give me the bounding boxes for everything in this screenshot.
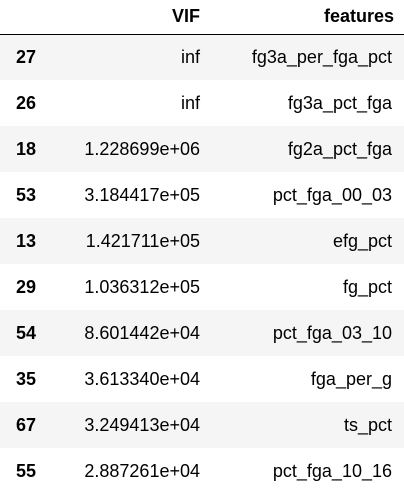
table-row: 27 inf fg3a_per_fga_pct xyxy=(0,34,404,80)
row-index: 18 xyxy=(16,138,37,159)
table-row: 13 1.421711e+05 efg_pct xyxy=(0,218,404,264)
table-row: 67 3.249413e+04 ts_pct xyxy=(0,402,404,448)
table-row: 18 1.228699e+06 fg2a_pct_fga xyxy=(0,126,404,172)
row-index: 27 xyxy=(16,46,37,67)
table-row: 29 1.036312e+05 fg_pct xyxy=(0,264,404,310)
header-row: VIF features xyxy=(0,0,404,35)
table-row: 54 8.601442e+04 pct_fga_03_10 xyxy=(0,310,404,356)
feature-name: pct_fga_00_03 xyxy=(272,184,392,205)
vif-value: 1.036312e+05 xyxy=(84,276,200,297)
vif-value: 1.228699e+06 xyxy=(84,138,200,159)
vif-value: 8.601442e+04 xyxy=(84,322,200,343)
row-index: 53 xyxy=(16,184,37,205)
vif-value: 1.421711e+05 xyxy=(85,230,200,251)
row-index: 55 xyxy=(16,460,37,481)
feature-name: fg_pct xyxy=(342,276,392,297)
table-row: 35 3.613340e+04 fga_per_g xyxy=(0,356,404,402)
feature-name: fg2a_pct_fga xyxy=(287,138,392,159)
table-row: 53 3.184417e+05 pct_fga_00_03 xyxy=(0,172,404,218)
row-index: 35 xyxy=(16,368,37,389)
features-column-header: features xyxy=(210,0,404,35)
table-body: 27 inf fg3a_per_fga_pct 26 inf fg3a_pct_… xyxy=(0,34,404,494)
row-index: 54 xyxy=(16,322,37,343)
vif-value: inf xyxy=(180,46,200,67)
row-index: 13 xyxy=(16,230,37,251)
feature-name: pct_fga_10_16 xyxy=(272,460,392,481)
feature-name: ts_pct xyxy=(343,414,392,435)
vif-value: inf xyxy=(180,92,200,113)
vif-value: 3.613340e+04 xyxy=(84,368,200,389)
table-row: 55 2.887261e+04 pct_fga_10_16 xyxy=(0,448,404,494)
table-header: VIF features xyxy=(0,0,404,35)
vif-value: 3.249413e+04 xyxy=(84,414,200,435)
row-index: 26 xyxy=(16,92,37,113)
feature-name: efg_pct xyxy=(332,230,392,251)
table-row: 26 inf fg3a_pct_fga xyxy=(0,80,404,126)
row-index: 29 xyxy=(16,276,37,297)
feature-name: fg3a_per_fga_pct xyxy=(251,46,392,67)
vif-value: 3.184417e+05 xyxy=(84,184,200,205)
feature-name: pct_fga_03_10 xyxy=(272,322,392,343)
index-column-header xyxy=(0,0,50,35)
row-index: 67 xyxy=(16,414,37,435)
feature-name: fga_per_g xyxy=(310,368,392,389)
vif-column-header: VIF xyxy=(50,0,210,35)
feature-name: fg3a_pct_fga xyxy=(287,92,392,113)
vif-value: 2.887261e+04 xyxy=(84,460,200,481)
